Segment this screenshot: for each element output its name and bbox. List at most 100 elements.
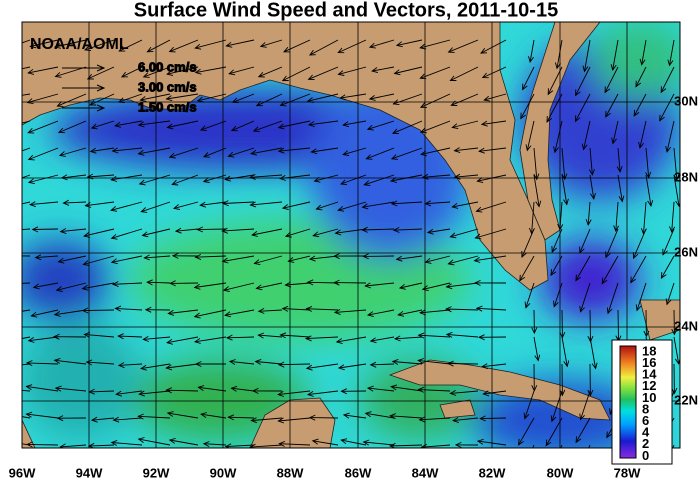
wind-vector	[365, 412, 395, 419]
wind-vector-head	[277, 391, 285, 397]
wind-vector	[364, 174, 395, 186]
wind-vector	[175, 228, 199, 232]
wind-vector-head	[279, 100, 287, 107]
wind-vector	[579, 228, 591, 253]
wind-vector	[340, 93, 367, 99]
wind-vector-head	[553, 300, 559, 308]
wind-vector-head	[561, 173, 568, 181]
wind-vector-head	[580, 462, 585, 468]
wind-vector	[166, 93, 199, 100]
wind-vector-head	[62, 199, 70, 206]
wind-vector-head	[395, 41, 403, 48]
legend-arrow-head	[96, 64, 106, 72]
wind-vector-head	[137, 149, 145, 156]
wind-vector	[223, 282, 255, 291]
wind-vector	[448, 255, 479, 265]
wind-vector	[587, 201, 591, 225]
wind-vector-head	[551, 245, 557, 253]
wind-vector	[28, 336, 59, 342]
wind-vector	[306, 308, 339, 311]
wind-vector	[420, 93, 451, 108]
wind-vector	[172, 174, 199, 185]
wind-vector-head	[535, 200, 542, 208]
wind-vector-head	[83, 232, 91, 238]
wind-vector-head	[533, 173, 540, 181]
wind-vector	[203, 147, 227, 158]
wind-vector	[659, 93, 675, 122]
wind-vector	[396, 39, 423, 46]
wind-vector	[418, 389, 451, 392]
wind-vector	[111, 174, 143, 181]
wind-vector	[666, 282, 675, 305]
wind-vector-head	[525, 144, 532, 152]
longitude-label: 86W	[345, 465, 372, 480]
wind-vector-head	[306, 391, 314, 397]
wind-vector	[22, 93, 31, 96]
wind-vector	[288, 255, 311, 262]
wind-vector	[33, 282, 59, 288]
wind-vector	[308, 66, 339, 80]
wind-vector	[167, 336, 199, 344]
wind-vector	[278, 417, 311, 422]
wind-vector-head	[166, 70, 173, 76]
wind-vector-head	[114, 121, 122, 128]
wind-vector	[138, 147, 171, 155]
wind-vector	[561, 174, 568, 205]
wind-vector	[22, 228, 31, 230]
wind-vector-head	[9, 43, 15, 48]
wind-vector	[110, 201, 143, 211]
wind-vector	[425, 255, 451, 263]
wind-vector-head	[284, 281, 292, 288]
wind-vector	[278, 363, 311, 366]
wind-vector-head	[337, 364, 345, 371]
wind-vector	[260, 39, 283, 47]
wind-vector	[583, 120, 591, 150]
wind-vector	[554, 120, 563, 153]
wind-vector-head	[419, 309, 426, 316]
wind-vector-head	[194, 361, 202, 368]
wind-vector-head	[481, 72, 489, 79]
wind-vector-head	[81, 284, 89, 291]
wind-vector	[338, 66, 367, 75]
latitude-label: 28N	[674, 169, 698, 184]
wind-vector-head	[339, 94, 347, 101]
wind-vector	[87, 174, 115, 178]
wind-vector-head	[146, 279, 153, 286]
wind-vector	[282, 308, 311, 311]
wind-vector-head	[550, 269, 557, 277]
wind-vector-head	[313, 176, 321, 183]
wind-vector	[167, 120, 199, 128]
wind-vector-head	[426, 228, 434, 235]
wind-vector	[484, 93, 507, 101]
wind-vector	[556, 39, 563, 69]
wind-vector	[225, 444, 255, 448]
wind-vector-head	[137, 121, 145, 128]
wind-vector-head	[7, 338, 13, 343]
wind-vector-head	[391, 358, 399, 365]
wind-vector	[338, 39, 367, 54]
wind-vector-head	[55, 286, 63, 292]
wind-vector-head	[167, 309, 175, 316]
wind-vector	[673, 174, 680, 207]
wind-vector	[251, 147, 283, 155]
wind-vector	[111, 228, 143, 239]
wind-vector	[280, 334, 311, 338]
wind-vector-head	[120, 71, 128, 78]
wind-vector-head	[451, 123, 459, 130]
wind-vector	[660, 66, 675, 93]
wind-vector-head	[283, 46, 291, 53]
wind-vector	[28, 174, 59, 183]
wind-vector	[138, 438, 171, 446]
wind-vector-head	[474, 279, 481, 286]
wind-vector	[615, 201, 619, 232]
wind-vector	[421, 147, 451, 155]
wind-vector	[366, 147, 395, 160]
wind-vector-head	[479, 415, 486, 422]
colorbar-tick-label: 14	[642, 367, 657, 382]
wind-vector-head	[1, 125, 7, 130]
wind-vector	[140, 93, 171, 101]
wind-vector-head	[417, 386, 425, 393]
wind-vector-head	[166, 123, 174, 130]
wind-vector-head	[0, 205, 5, 210]
wind-vector	[367, 120, 395, 130]
